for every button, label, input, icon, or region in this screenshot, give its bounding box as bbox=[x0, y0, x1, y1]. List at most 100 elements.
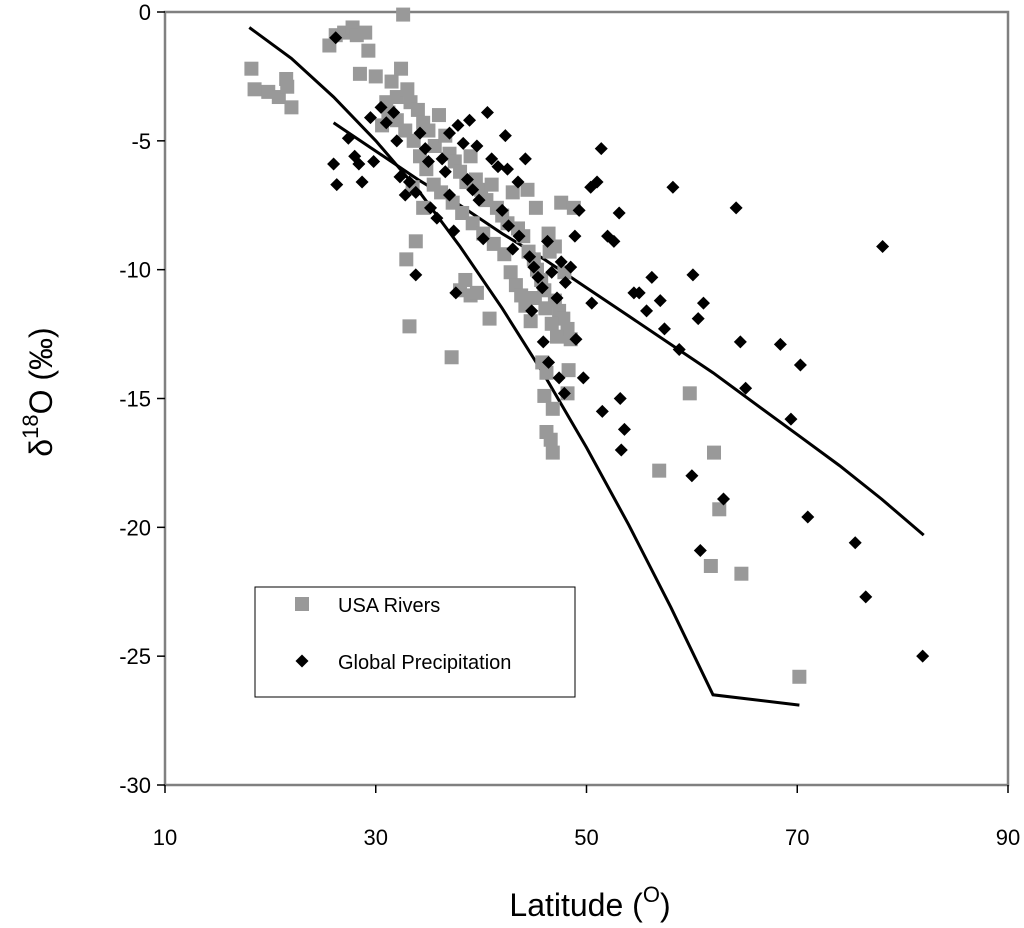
global-precipitation-point bbox=[491, 160, 505, 174]
global-precipitation-point bbox=[916, 649, 930, 663]
usa-rivers-point bbox=[505, 185, 520, 200]
global-precipitation-point bbox=[617, 422, 631, 436]
y-tick-label: -15 bbox=[119, 387, 151, 412]
x-tick-label: 10 bbox=[153, 825, 177, 850]
usa-rivers-point bbox=[284, 100, 299, 115]
x-tick-label: 90 bbox=[996, 825, 1020, 850]
global-precipitation-point bbox=[418, 142, 432, 156]
usa-rivers-point bbox=[427, 138, 442, 153]
usa-rivers-point bbox=[482, 311, 497, 326]
usa-rivers-point bbox=[523, 314, 538, 329]
global-precipitation-point bbox=[527, 260, 541, 274]
usa-rivers-point bbox=[384, 74, 399, 89]
usa-rivers-point bbox=[444, 350, 459, 365]
y-tick-label: -5 bbox=[131, 129, 151, 154]
usa-rivers-point bbox=[247, 82, 262, 97]
legend-global-precipitation-marker bbox=[295, 654, 309, 668]
global-precipitation-point bbox=[693, 544, 707, 558]
global-precipitation-point bbox=[443, 126, 457, 140]
usa-rivers-point bbox=[463, 149, 478, 164]
global-precipitation-point bbox=[531, 270, 545, 284]
usa-rivers-point bbox=[549, 329, 564, 344]
usa-rivers-point bbox=[539, 365, 554, 380]
global-precipitation-point bbox=[848, 536, 862, 550]
global-precipitation-point bbox=[569, 332, 583, 346]
global-precipitation-point bbox=[398, 188, 412, 202]
global-precipitation-point bbox=[327, 157, 341, 171]
x-tick-label: 50 bbox=[574, 825, 598, 850]
global-precipitation-point bbox=[594, 142, 608, 156]
global-precipitation-point bbox=[390, 134, 404, 148]
global-precipitation-point bbox=[558, 276, 572, 290]
usa-rivers-point bbox=[455, 205, 470, 220]
global-precipitation-point bbox=[363, 111, 377, 125]
y-tick-label: -30 bbox=[119, 773, 151, 798]
y-axis-title-sup: 18 bbox=[18, 414, 43, 438]
usa-rivers-point bbox=[416, 200, 431, 215]
global-precipitation-point bbox=[691, 312, 705, 326]
global-precipitation-point bbox=[413, 126, 427, 140]
usa-rivers-point bbox=[545, 445, 560, 460]
x-tick-label: 70 bbox=[785, 825, 809, 850]
legend-usa-rivers-marker bbox=[295, 597, 309, 611]
usa-rivers-point bbox=[561, 363, 576, 378]
usa-rivers-point bbox=[544, 316, 559, 331]
global-precipitation-point bbox=[614, 443, 628, 457]
global-precipitation-point bbox=[435, 152, 449, 166]
global-precipitation-point bbox=[438, 165, 452, 179]
global-precipitation-point bbox=[485, 152, 499, 166]
legend-usa-rivers-label: USA Rivers bbox=[338, 595, 440, 617]
global-precipitation-point bbox=[387, 105, 401, 119]
usa-rivers-point bbox=[541, 226, 556, 241]
global-precipitation-point bbox=[696, 296, 710, 310]
global-precipitation-point bbox=[463, 113, 477, 127]
global-precipitation-point bbox=[456, 136, 470, 150]
y-axis-title: δ18O (‰) bbox=[18, 327, 59, 456]
usa-rivers-point bbox=[703, 558, 718, 573]
global-precipitation-point bbox=[859, 590, 873, 604]
y-tick-label: 0 bbox=[139, 0, 151, 25]
usa-rivers-point bbox=[538, 301, 553, 316]
global-precipitation-point bbox=[525, 304, 539, 318]
y-axis-title-main: δ bbox=[23, 439, 59, 457]
global-precipitation-point bbox=[409, 185, 423, 199]
usa-rivers-point bbox=[410, 102, 425, 117]
global-precipitation-point bbox=[557, 386, 571, 400]
usa-rivers-point bbox=[396, 7, 411, 22]
usa-rivers-point bbox=[554, 195, 569, 210]
global-precipitation-point bbox=[421, 154, 435, 168]
global-precipitation-point bbox=[449, 286, 463, 300]
global-precipitation-point bbox=[801, 510, 815, 524]
global-precipitation-point bbox=[472, 193, 486, 207]
global-precipitation-point bbox=[607, 234, 621, 248]
global-precipitation-point bbox=[430, 211, 444, 225]
usa-rivers-point bbox=[707, 445, 722, 460]
global-precipitation-point bbox=[518, 152, 532, 166]
global-precipitation-point bbox=[393, 170, 407, 184]
global-precipitation-point bbox=[541, 234, 555, 248]
legend: USA Rivers Global Precipitation bbox=[254, 586, 576, 698]
usa-rivers-point bbox=[361, 43, 376, 58]
global-precipitation-point bbox=[535, 281, 549, 295]
global-precipitation-point bbox=[739, 381, 753, 395]
global-precipitation-point bbox=[447, 224, 461, 238]
usa-rivers-point bbox=[527, 291, 542, 306]
global-precipitation-point bbox=[627, 286, 641, 300]
global-precipitation-point bbox=[367, 154, 381, 168]
x-axis-title-end: ) bbox=[660, 887, 671, 923]
global-precipitation-point bbox=[686, 268, 700, 282]
global-precipitation-point bbox=[330, 178, 344, 192]
usa-rivers-point bbox=[469, 285, 484, 300]
global-precipitation-point bbox=[613, 392, 627, 405]
global-precipitation-point bbox=[612, 206, 626, 220]
global-precipitation-point bbox=[552, 371, 566, 385]
y-axis-title-rest: O (‰) bbox=[23, 327, 59, 414]
x-axis-title: Latitude (O) bbox=[509, 882, 670, 923]
usa-rivers-point bbox=[406, 133, 421, 148]
global-precipitation-point bbox=[512, 229, 526, 243]
global-precipitation-point bbox=[511, 175, 525, 189]
usa-rivers-point bbox=[389, 90, 404, 105]
x-tick-label: 30 bbox=[364, 825, 388, 850]
global-precipitation-point bbox=[685, 469, 699, 483]
usa-rivers-point bbox=[352, 66, 367, 81]
